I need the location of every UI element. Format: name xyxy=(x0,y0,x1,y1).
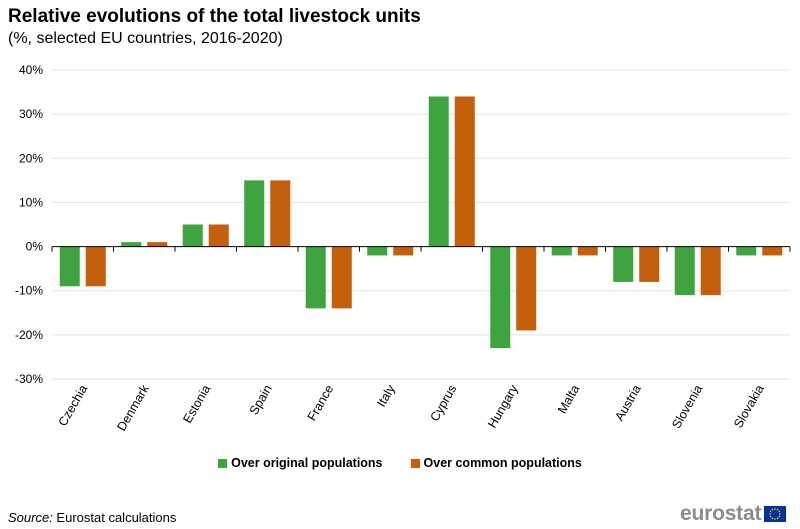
y-tick-label: 20% xyxy=(19,151,43,165)
y-tick-label: 40% xyxy=(19,63,43,77)
eu-flag-icon xyxy=(764,506,787,522)
y-tick-label: -10% xyxy=(15,284,43,298)
bar-original-estonia xyxy=(182,224,203,247)
legend: Over original populations Over common po… xyxy=(0,456,800,470)
bar-original-austria xyxy=(613,246,634,282)
source-label: Source: xyxy=(8,510,53,525)
x-tick-label-slovenia: Slovenia xyxy=(669,382,705,431)
y-tick-label: -20% xyxy=(15,328,43,342)
bar-common-france xyxy=(331,246,352,309)
bar-common-cyprus xyxy=(454,96,475,247)
bar-original-slovakia xyxy=(736,246,757,256)
x-tick-label-france: France xyxy=(305,382,337,423)
bar-common-czechia xyxy=(85,246,106,287)
y-tick-label: 10% xyxy=(19,195,43,209)
bar-original-hungary xyxy=(490,246,511,349)
legend-label-common: Over common populations xyxy=(423,456,582,470)
legend-swatch-common xyxy=(410,458,420,468)
bar-original-italy xyxy=(367,246,388,256)
bar-common-slovakia xyxy=(762,246,783,256)
bar-common-denmark xyxy=(147,242,168,247)
bar-common-italy xyxy=(393,246,414,256)
bar-original-spain xyxy=(244,180,265,247)
legend-item-original[interactable]: Over original populations xyxy=(218,456,383,470)
x-tick-label-malta: Malta xyxy=(555,382,582,416)
source-text: Eurostat calculations xyxy=(52,510,177,525)
x-tick-label-estonia: Estonia xyxy=(180,382,213,425)
bar-common-malta xyxy=(577,246,598,256)
bar-original-denmark xyxy=(121,242,142,247)
legend-label-original: Over original populations xyxy=(231,456,383,470)
eurostat-logo-text: eurostat xyxy=(680,502,762,525)
eurostat-logo: eurostat xyxy=(680,502,787,526)
bar-chart: 40% 30% 20% 10% 0% -10% -20% -30% Czechia Denmark… xyxy=(15,63,791,434)
bar-original-slovenia xyxy=(674,246,695,296)
bar-common-spain xyxy=(270,180,291,247)
bar-common-estonia xyxy=(208,224,229,247)
source-note: Source: Eurostat calculations xyxy=(8,510,176,525)
y-tick-label: 0% xyxy=(26,240,44,254)
bar-original-czechia xyxy=(59,246,80,287)
x-tick-label-czechia: Czechia xyxy=(56,382,91,428)
y-tick-label: -30% xyxy=(15,372,43,386)
legend-item-common[interactable]: Over common populations xyxy=(410,456,582,470)
bar-common-hungary xyxy=(516,246,537,331)
chart-subtitle: (%, selected EU countries, 2016-2020) xyxy=(8,30,283,47)
bar-original-france xyxy=(305,246,326,309)
bar-common-slovenia xyxy=(700,246,721,296)
y-tick-label: 30% xyxy=(19,107,43,121)
x-tick-label-denmark: Denmark xyxy=(114,382,152,434)
x-tick-label-hungary: Hungary xyxy=(485,382,521,431)
x-tick-label-austria: Austria xyxy=(612,382,644,423)
x-tick-label-cyprus: Cyprus xyxy=(427,383,459,424)
legend-swatch-original xyxy=(218,458,228,468)
bar-original-malta xyxy=(551,246,572,256)
bar-original-cyprus xyxy=(428,96,449,247)
x-tick-label-spain: Spain xyxy=(247,382,275,417)
x-tick-label-slovakia: Slovakia xyxy=(731,382,767,430)
x-tick-label-italy: Italy xyxy=(374,382,398,410)
bar-common-austria xyxy=(639,246,660,282)
chart-title: Relative evolutions of the total livesto… xyxy=(8,6,421,27)
